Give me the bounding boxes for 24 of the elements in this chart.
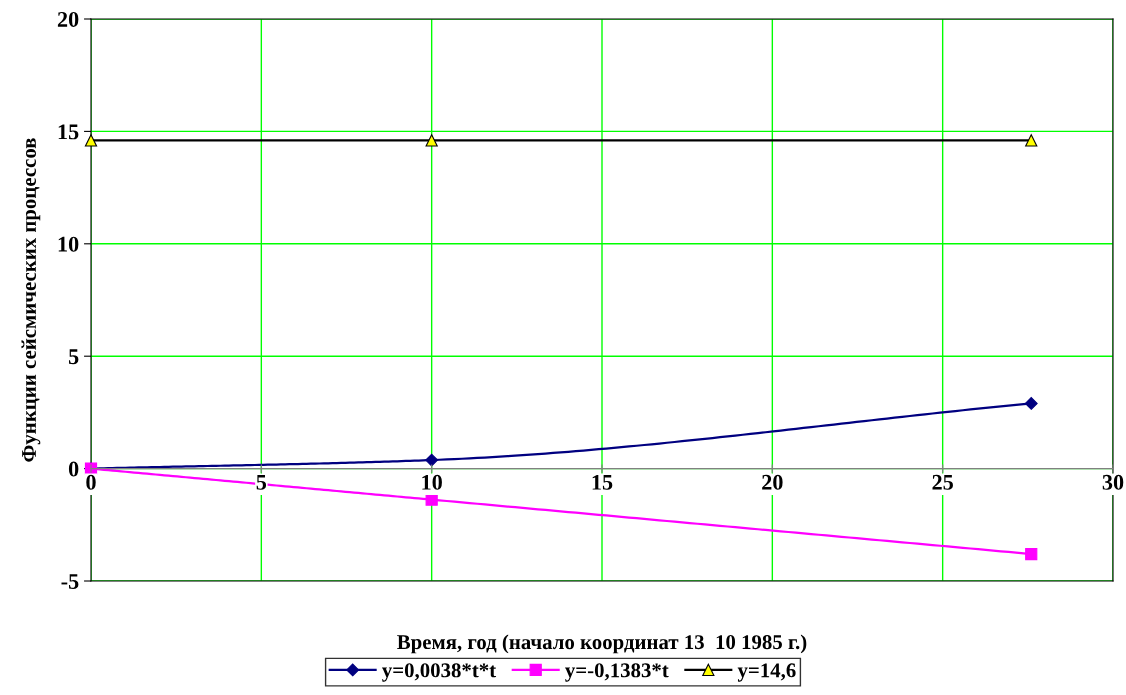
- point: [1025, 134, 1038, 147]
- y-tick-label: 15: [58, 124, 79, 140]
- x-tick-label: 5: [256, 475, 267, 490]
- x-tick-label: 0: [86, 474, 96, 490]
- y-tick-label: -5: [61, 574, 79, 589]
- y-tick-label: 5: [68, 349, 79, 365]
- y-tick-label: 0: [68, 461, 79, 477]
- legend-label: y=0,0038*t*t: [382, 663, 497, 682]
- x-tick-label: 20: [762, 474, 783, 490]
- point: [425, 453, 439, 467]
- point: [84, 134, 98, 147]
- x-tick-label: 30: [1102, 474, 1124, 490]
- y-tick-label: 20: [57, 11, 79, 27]
- x-tick-label: 15: [592, 474, 613, 490]
- legend-label: y=-0,1383*t: [565, 663, 669, 682]
- y-tick-label: 10: [58, 236, 79, 252]
- x-axis-title: Время, год (начало координат 13 10 1985 г.): [397, 634, 807, 654]
- point: [1025, 547, 1038, 561]
- legend-label: y=14,6: [737, 663, 796, 682]
- point: [425, 134, 438, 147]
- point: [1024, 396, 1038, 410]
- x-tick-label: 25: [932, 474, 953, 490]
- x-tick-label: 10: [422, 474, 442, 490]
- y-axis-title: Функции сейсмических процессов: [21, 138, 41, 462]
